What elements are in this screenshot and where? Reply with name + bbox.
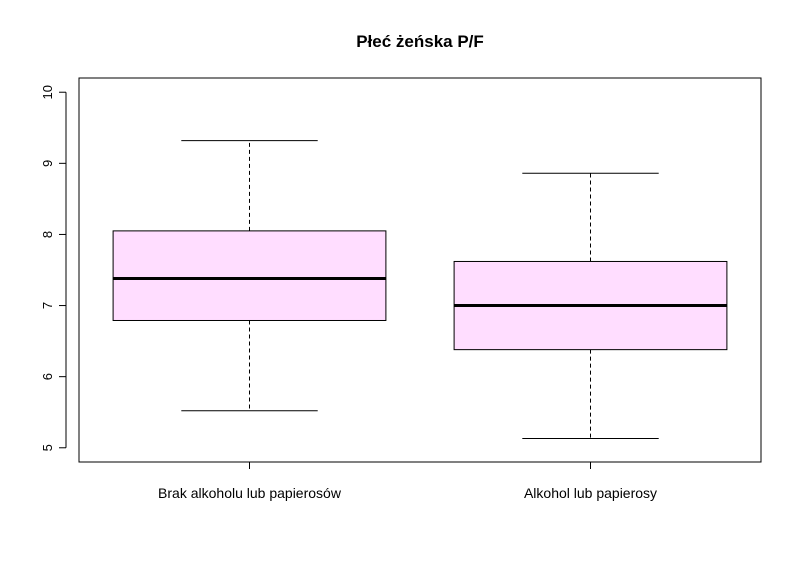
box-group (453, 172, 728, 440)
y-tick-label: 6 (40, 373, 55, 380)
y-tick-label: 10 (40, 85, 55, 99)
box-series (112, 140, 728, 440)
y-tick-label: 5 (40, 444, 55, 451)
y-tick-label: 7 (40, 302, 55, 309)
x-category-label: Brak alkoholu lub papierosów (158, 485, 342, 501)
box-group (112, 140, 387, 412)
x-axis: Brak alkoholu lub papierosów Alkohol lub … (158, 461, 657, 501)
y-tick-label: 8 (40, 231, 55, 238)
x-category-label: Alkohol lub papierosy (524, 485, 657, 501)
chart-title: Płeć żeńska P/F (356, 32, 484, 51)
y-tick-label: 9 (40, 160, 55, 167)
y-axis: 5 6 7 8 9 10 (40, 85, 67, 451)
iqr-box (112, 230, 387, 321)
